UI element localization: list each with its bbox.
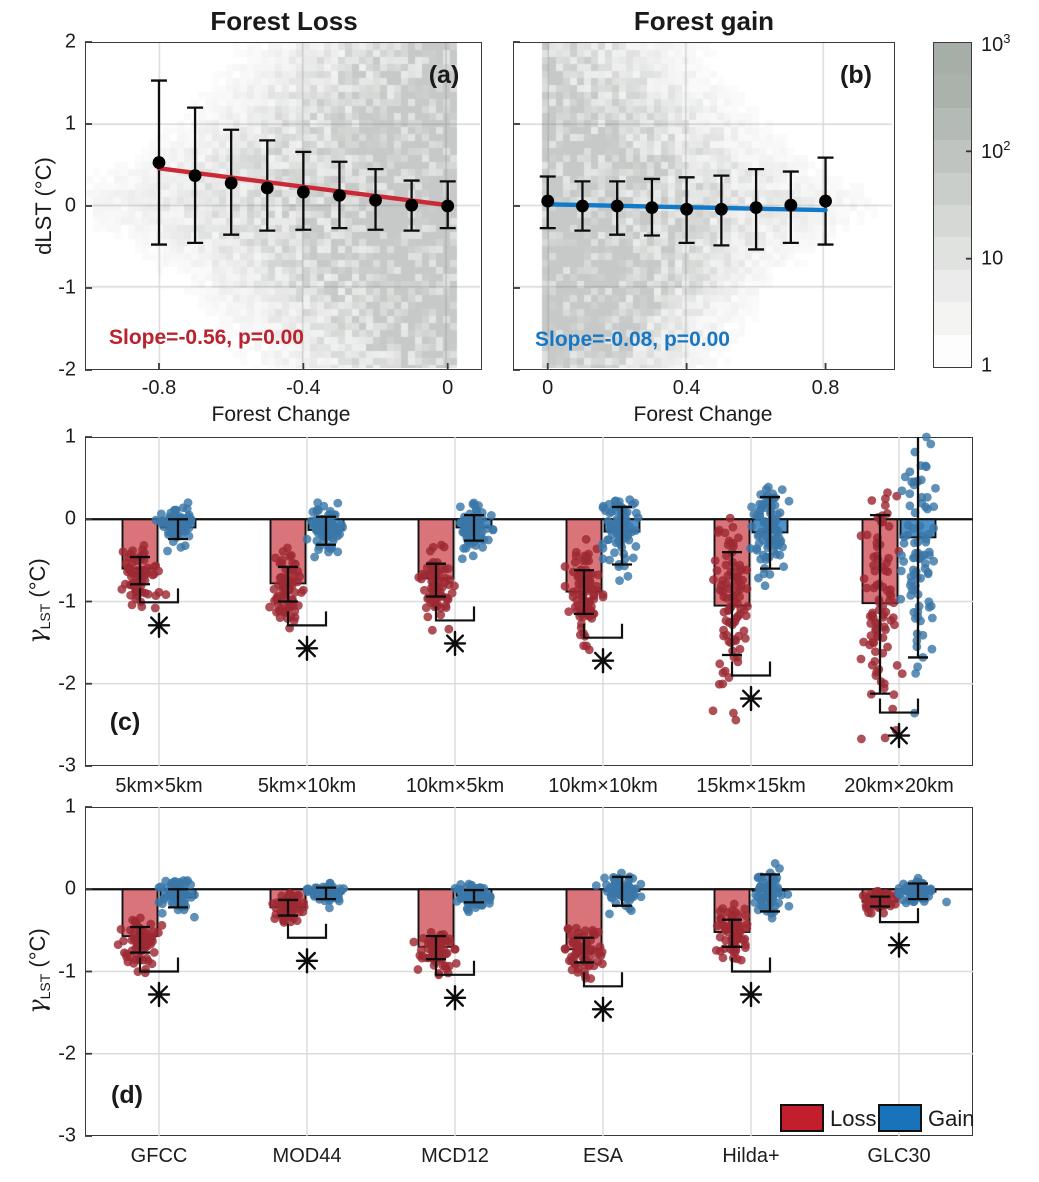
y-tick-label: 2 [64,30,76,53]
category-label: 10km×5km [405,775,505,797]
colorbar-segment [934,107,971,141]
colorbar-tick-label: 1 [981,354,993,377]
panel-d-plot-area [85,807,973,1136]
gamma-subscript: LST [37,973,54,1000]
gamma-subscript: LST [37,603,54,630]
panel-b-slope-annotation: Slope=-0.08, p=0.00 [535,328,730,351]
y-tick-label: 0 [64,507,76,530]
colorbar-segment [934,140,971,173]
colorbar [933,42,972,368]
panel-a-yaxis-label: dLST (°C) [31,157,56,255]
category-label: 10km×10km [548,775,658,797]
unit-text: (°C) [24,558,50,604]
colorbar-tick-label: 10 [981,247,1004,270]
panel-b-plot-area [513,42,895,370]
colorbar-segment [934,302,971,335]
panel-b-xaxis-label: Forest Change [633,403,773,426]
y-tick-label: -3 [58,1124,76,1147]
panel-c-plot-area [85,437,973,766]
x-tick-label: 0.8 [811,377,840,399]
gamma-symbol: γ [22,999,51,1014]
y-tick-label: -2 [58,672,76,695]
y-tick-label: -2 [58,1042,76,1065]
panel-d-letter: (d) [111,1081,143,1109]
category-label: MCD12 [421,1145,489,1167]
y-tick-label: -1 [58,276,76,299]
y-tick-label: -1 [58,960,76,982]
y-tick-label: -3 [58,754,76,777]
colorbar-gradient [934,43,971,368]
category-label: 20km×20km [844,775,954,797]
panel-c-yaxis-label: γLST (°C) [23,558,53,643]
y-tick-label: 1 [64,795,76,818]
colorbar-segment [934,237,971,270]
colorbar-segment [934,269,971,303]
y-tick-label: 0 [64,194,76,217]
category-label: MOD44 [272,1145,342,1167]
y-tick-label: -1 [58,590,76,612]
y-tick-label: 1 [64,425,76,448]
x-tick-label: 0 [442,377,454,399]
legend-label-loss: Loss [830,1106,877,1131]
category-label: ESA [582,1145,624,1167]
panel-a-slope-annotation: Slope=-0.56, p=0.00 [109,326,304,349]
y-tick-label: 0 [64,877,76,900]
panel-a-density-canvas [86,43,480,368]
colorbar-segment [934,43,971,76]
unit-text: (°C) [24,928,50,974]
x-tick-label: -0.8 [141,377,177,399]
category-label: GFCC [130,1145,188,1167]
legend-swatch-loss [780,1104,824,1132]
panel-a-xaxis-label: Forest Change [211,403,351,426]
legend-swatch-gain [878,1104,922,1132]
legend-label-gain: Gain [928,1106,975,1131]
category-label: Hilda+ [722,1145,780,1167]
colorbar-segment [934,334,971,368]
panel-b-density-canvas [514,43,892,368]
category-label: 15km×15km [696,775,806,797]
colorbar-segment [934,75,971,108]
x-tick-label: 0 [542,377,554,399]
panel-a-title: Forest Loss [210,6,358,36]
colorbar-segment [934,172,971,206]
colorbar-tick-label: 103 [981,31,1011,56]
panel-b-title: Forest gain [633,6,775,36]
y-tick-label: -2 [58,358,76,381]
colorbar-segment [934,205,971,238]
colorbar-tick-label: 102 [981,138,1011,164]
category-label: 5km×5km [115,775,203,797]
y-tick-label: 1 [64,112,76,135]
panel-c-letter: (c) [109,708,141,736]
x-tick-label: 0.4 [672,377,701,399]
panel-a-plot-area [85,42,482,370]
panel-b-letter: (b) [840,61,872,89]
panel-a-letter: (a) [428,61,460,89]
x-tick-label: -0.4 [286,377,321,399]
gamma-symbol: γ [22,629,51,644]
category-label: 5km×10km [257,775,357,797]
category-label: GLC30 [867,1145,931,1167]
panel-d-yaxis-label: γLST (°C) [23,928,53,1013]
